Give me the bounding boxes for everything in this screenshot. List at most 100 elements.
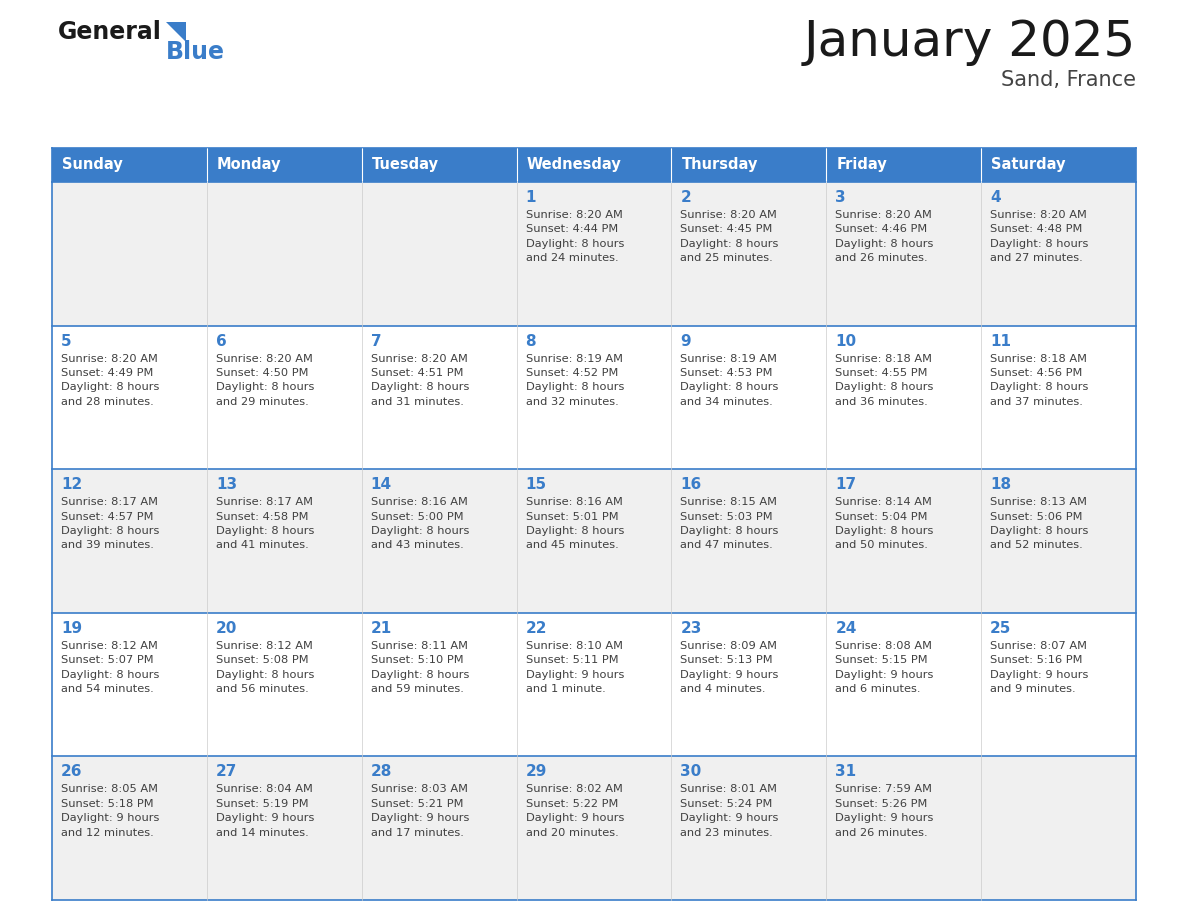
Text: General: General xyxy=(58,20,162,44)
Bar xyxy=(52,756,207,900)
Bar xyxy=(52,469,207,613)
Text: Sunrise: 8:07 AM
Sunset: 5:16 PM
Daylight: 9 hours
and 9 minutes.: Sunrise: 8:07 AM Sunset: 5:16 PM Dayligh… xyxy=(990,641,1088,694)
Text: Sunrise: 8:20 AM
Sunset: 4:44 PM
Daylight: 8 hours
and 24 minutes.: Sunrise: 8:20 AM Sunset: 4:44 PM Dayligh… xyxy=(525,210,624,263)
Text: Sunrise: 8:10 AM
Sunset: 5:11 PM
Daylight: 9 hours
and 1 minute.: Sunrise: 8:10 AM Sunset: 5:11 PM Dayligh… xyxy=(525,641,624,694)
Text: 17: 17 xyxy=(835,477,857,492)
Text: Sunrise: 8:19 AM
Sunset: 4:52 PM
Daylight: 8 hours
and 32 minutes.: Sunrise: 8:19 AM Sunset: 4:52 PM Dayligh… xyxy=(525,353,624,407)
Text: 8: 8 xyxy=(525,333,536,349)
Text: 16: 16 xyxy=(681,477,702,492)
Text: 25: 25 xyxy=(990,621,1011,636)
Bar xyxy=(517,326,671,469)
Text: Sunrise: 8:13 AM
Sunset: 5:06 PM
Daylight: 8 hours
and 52 minutes.: Sunrise: 8:13 AM Sunset: 5:06 PM Dayligh… xyxy=(990,498,1088,551)
Text: Sunrise: 8:02 AM
Sunset: 5:22 PM
Daylight: 9 hours
and 20 minutes.: Sunrise: 8:02 AM Sunset: 5:22 PM Dayligh… xyxy=(525,784,624,837)
Text: 15: 15 xyxy=(525,477,546,492)
Text: 19: 19 xyxy=(61,621,82,636)
Text: Sunrise: 8:18 AM
Sunset: 4:56 PM
Daylight: 8 hours
and 37 minutes.: Sunrise: 8:18 AM Sunset: 4:56 PM Dayligh… xyxy=(990,353,1088,407)
Bar xyxy=(517,182,671,326)
Polygon shape xyxy=(166,22,187,42)
Bar xyxy=(361,756,517,900)
Text: Tuesday: Tuesday xyxy=(372,158,438,173)
Text: Friday: Friday xyxy=(836,158,887,173)
Text: Sunrise: 8:08 AM
Sunset: 5:15 PM
Daylight: 9 hours
and 6 minutes.: Sunrise: 8:08 AM Sunset: 5:15 PM Dayligh… xyxy=(835,641,934,694)
Text: 31: 31 xyxy=(835,765,857,779)
Text: Sunrise: 8:17 AM
Sunset: 4:57 PM
Daylight: 8 hours
and 39 minutes.: Sunrise: 8:17 AM Sunset: 4:57 PM Dayligh… xyxy=(61,498,159,551)
Text: Sunrise: 8:20 AM
Sunset: 4:45 PM
Daylight: 8 hours
and 25 minutes.: Sunrise: 8:20 AM Sunset: 4:45 PM Dayligh… xyxy=(681,210,779,263)
Text: Sunrise: 8:16 AM
Sunset: 5:01 PM
Daylight: 8 hours
and 45 minutes.: Sunrise: 8:16 AM Sunset: 5:01 PM Dayligh… xyxy=(525,498,624,551)
Text: Sunrise: 8:20 AM
Sunset: 4:49 PM
Daylight: 8 hours
and 28 minutes.: Sunrise: 8:20 AM Sunset: 4:49 PM Dayligh… xyxy=(61,353,159,407)
Bar xyxy=(361,148,517,182)
Text: Blue: Blue xyxy=(166,40,225,64)
Text: Monday: Monday xyxy=(217,158,282,173)
Text: Sunday: Sunday xyxy=(62,158,122,173)
Text: 14: 14 xyxy=(371,477,392,492)
Text: 20: 20 xyxy=(216,621,238,636)
Text: 10: 10 xyxy=(835,333,857,349)
Bar xyxy=(207,613,361,756)
Text: Sunrise: 8:20 AM
Sunset: 4:48 PM
Daylight: 8 hours
and 27 minutes.: Sunrise: 8:20 AM Sunset: 4:48 PM Dayligh… xyxy=(990,210,1088,263)
Text: 3: 3 xyxy=(835,190,846,205)
Bar xyxy=(827,756,981,900)
Text: Sunrise: 8:20 AM
Sunset: 4:51 PM
Daylight: 8 hours
and 31 minutes.: Sunrise: 8:20 AM Sunset: 4:51 PM Dayligh… xyxy=(371,353,469,407)
Bar xyxy=(52,182,207,326)
Text: 6: 6 xyxy=(216,333,227,349)
Text: Sand, France: Sand, France xyxy=(1001,70,1136,90)
Text: 18: 18 xyxy=(990,477,1011,492)
Bar xyxy=(207,182,361,326)
Text: Sunrise: 8:19 AM
Sunset: 4:53 PM
Daylight: 8 hours
and 34 minutes.: Sunrise: 8:19 AM Sunset: 4:53 PM Dayligh… xyxy=(681,353,779,407)
Bar xyxy=(671,469,827,613)
Bar xyxy=(671,326,827,469)
Bar xyxy=(981,613,1136,756)
Text: Saturday: Saturday xyxy=(991,158,1066,173)
Bar xyxy=(981,182,1136,326)
Bar xyxy=(207,756,361,900)
Text: 5: 5 xyxy=(61,333,71,349)
Text: Sunrise: 8:03 AM
Sunset: 5:21 PM
Daylight: 9 hours
and 17 minutes.: Sunrise: 8:03 AM Sunset: 5:21 PM Dayligh… xyxy=(371,784,469,837)
Text: 11: 11 xyxy=(990,333,1011,349)
Text: 9: 9 xyxy=(681,333,691,349)
Bar xyxy=(207,326,361,469)
Bar xyxy=(361,326,517,469)
Text: Wednesday: Wednesday xyxy=(526,158,621,173)
Text: Sunrise: 8:09 AM
Sunset: 5:13 PM
Daylight: 9 hours
and 4 minutes.: Sunrise: 8:09 AM Sunset: 5:13 PM Dayligh… xyxy=(681,641,779,694)
Text: January 2025: January 2025 xyxy=(804,18,1136,66)
Bar xyxy=(981,469,1136,613)
Bar xyxy=(671,613,827,756)
Text: Sunrise: 8:17 AM
Sunset: 4:58 PM
Daylight: 8 hours
and 41 minutes.: Sunrise: 8:17 AM Sunset: 4:58 PM Dayligh… xyxy=(216,498,315,551)
Bar xyxy=(827,326,981,469)
Bar xyxy=(207,148,361,182)
Text: 22: 22 xyxy=(525,621,546,636)
Text: Sunrise: 8:20 AM
Sunset: 4:46 PM
Daylight: 8 hours
and 26 minutes.: Sunrise: 8:20 AM Sunset: 4:46 PM Dayligh… xyxy=(835,210,934,263)
Bar xyxy=(517,756,671,900)
Text: Sunrise: 8:14 AM
Sunset: 5:04 PM
Daylight: 8 hours
and 50 minutes.: Sunrise: 8:14 AM Sunset: 5:04 PM Dayligh… xyxy=(835,498,934,551)
Text: Sunrise: 8:04 AM
Sunset: 5:19 PM
Daylight: 9 hours
and 14 minutes.: Sunrise: 8:04 AM Sunset: 5:19 PM Dayligh… xyxy=(216,784,315,837)
Text: 24: 24 xyxy=(835,621,857,636)
Text: Thursday: Thursday xyxy=(682,158,758,173)
Text: Sunrise: 7:59 AM
Sunset: 5:26 PM
Daylight: 9 hours
and 26 minutes.: Sunrise: 7:59 AM Sunset: 5:26 PM Dayligh… xyxy=(835,784,934,837)
Bar xyxy=(827,148,981,182)
Text: 12: 12 xyxy=(61,477,82,492)
Text: 23: 23 xyxy=(681,621,702,636)
Text: 7: 7 xyxy=(371,333,381,349)
Text: 13: 13 xyxy=(216,477,236,492)
Text: 26: 26 xyxy=(61,765,82,779)
Bar xyxy=(517,613,671,756)
Bar xyxy=(517,148,671,182)
Bar xyxy=(52,326,207,469)
Bar xyxy=(517,469,671,613)
Text: 1: 1 xyxy=(525,190,536,205)
Bar xyxy=(671,182,827,326)
Bar xyxy=(361,469,517,613)
Bar xyxy=(981,326,1136,469)
Text: Sunrise: 8:15 AM
Sunset: 5:03 PM
Daylight: 8 hours
and 47 minutes.: Sunrise: 8:15 AM Sunset: 5:03 PM Dayligh… xyxy=(681,498,779,551)
Bar xyxy=(827,613,981,756)
Text: Sunrise: 8:11 AM
Sunset: 5:10 PM
Daylight: 8 hours
and 59 minutes.: Sunrise: 8:11 AM Sunset: 5:10 PM Dayligh… xyxy=(371,641,469,694)
Bar xyxy=(827,469,981,613)
Text: Sunrise: 8:16 AM
Sunset: 5:00 PM
Daylight: 8 hours
and 43 minutes.: Sunrise: 8:16 AM Sunset: 5:00 PM Dayligh… xyxy=(371,498,469,551)
Bar xyxy=(671,756,827,900)
Text: 4: 4 xyxy=(990,190,1000,205)
Text: Sunrise: 8:12 AM
Sunset: 5:08 PM
Daylight: 8 hours
and 56 minutes.: Sunrise: 8:12 AM Sunset: 5:08 PM Dayligh… xyxy=(216,641,315,694)
Text: 21: 21 xyxy=(371,621,392,636)
Text: Sunrise: 8:20 AM
Sunset: 4:50 PM
Daylight: 8 hours
and 29 minutes.: Sunrise: 8:20 AM Sunset: 4:50 PM Dayligh… xyxy=(216,353,315,407)
Bar xyxy=(361,613,517,756)
Bar xyxy=(981,148,1136,182)
